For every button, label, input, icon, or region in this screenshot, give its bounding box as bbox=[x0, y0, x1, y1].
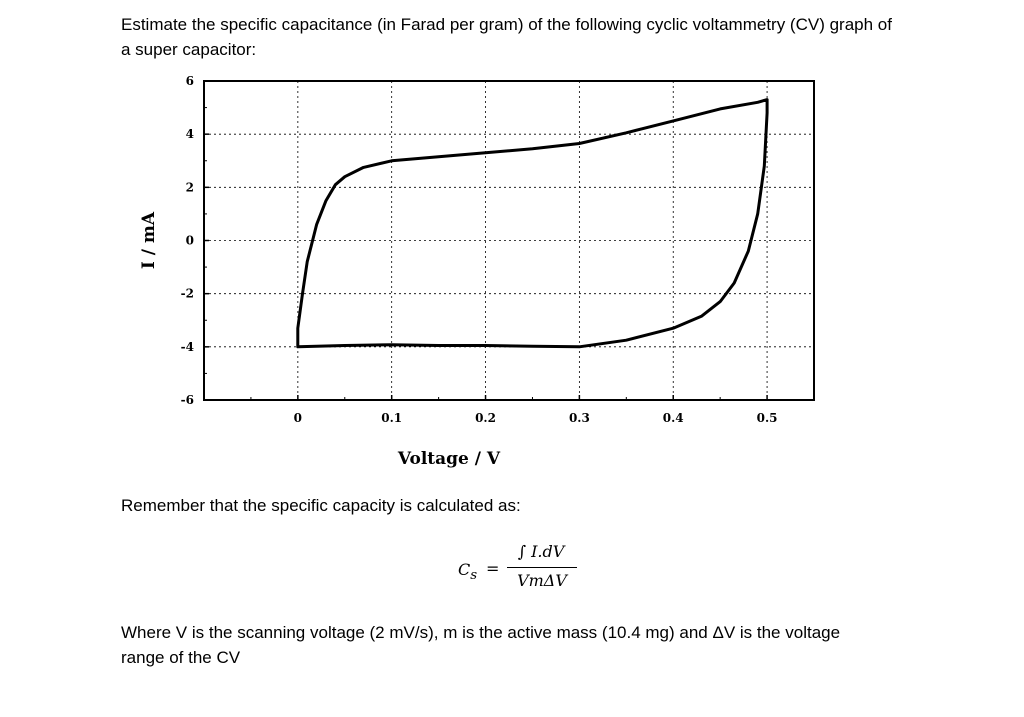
question-text: Estimate the specific capacitance (in Fa… bbox=[121, 15, 892, 59]
formula-equals: = bbox=[486, 559, 500, 578]
x-tick-label: 0 bbox=[294, 411, 302, 425]
y-tick-label: 4 bbox=[186, 127, 194, 141]
y-tick-label: 0 bbox=[186, 234, 194, 248]
y-axis-label: I / mA bbox=[139, 211, 159, 269]
formula-lhs-symbol: C bbox=[458, 560, 471, 579]
y-tick-label: -4 bbox=[181, 340, 194, 354]
x-tick-label: 0.5 bbox=[757, 411, 778, 425]
capacitance-formula: Cs = ∫ I.dV VmΔV bbox=[458, 540, 588, 600]
chart-ticks bbox=[204, 80, 815, 401]
formula-lhs-subscript: s bbox=[470, 568, 478, 584]
y-tick-label: -6 bbox=[181, 393, 194, 407]
formula-fraction-bar bbox=[507, 567, 577, 568]
remember-text: Remember that the specific capacity is c… bbox=[121, 496, 521, 515]
where-text: Where V is the scanning voltage (2 mV/s)… bbox=[121, 623, 841, 667]
cv-curve-line bbox=[296, 98, 769, 349]
y-tick-label: -2 bbox=[181, 287, 194, 301]
y-tick-label: 2 bbox=[186, 180, 194, 194]
x-tick-label: 0.1 bbox=[381, 411, 402, 425]
x-axis-label: Voltage / V bbox=[397, 449, 501, 469]
chart-grid bbox=[204, 81, 814, 400]
formula-denominator: VmΔV bbox=[517, 571, 567, 590]
formula-lhs: Cs bbox=[458, 560, 477, 583]
y-tick-label: 6 bbox=[186, 74, 194, 88]
x-tick-label: 0.2 bbox=[475, 411, 496, 425]
x-tick-label: 0.3 bbox=[569, 411, 590, 425]
y-tick-labels: 6 4 2 0 -2 -4 -6 bbox=[181, 74, 194, 407]
x-tick-label: 0.4 bbox=[663, 411, 684, 425]
formula-numerator: ∫ I.dV bbox=[517, 542, 565, 561]
cv-chart: 0 0.1 0.2 0.3 0.4 0.5 6 4 2 0 -2 -4 -6 Voltage / V … bbox=[130, 70, 830, 480]
x-tick-labels: 0 0.1 0.2 0.3 0.4 0.5 bbox=[294, 411, 778, 425]
